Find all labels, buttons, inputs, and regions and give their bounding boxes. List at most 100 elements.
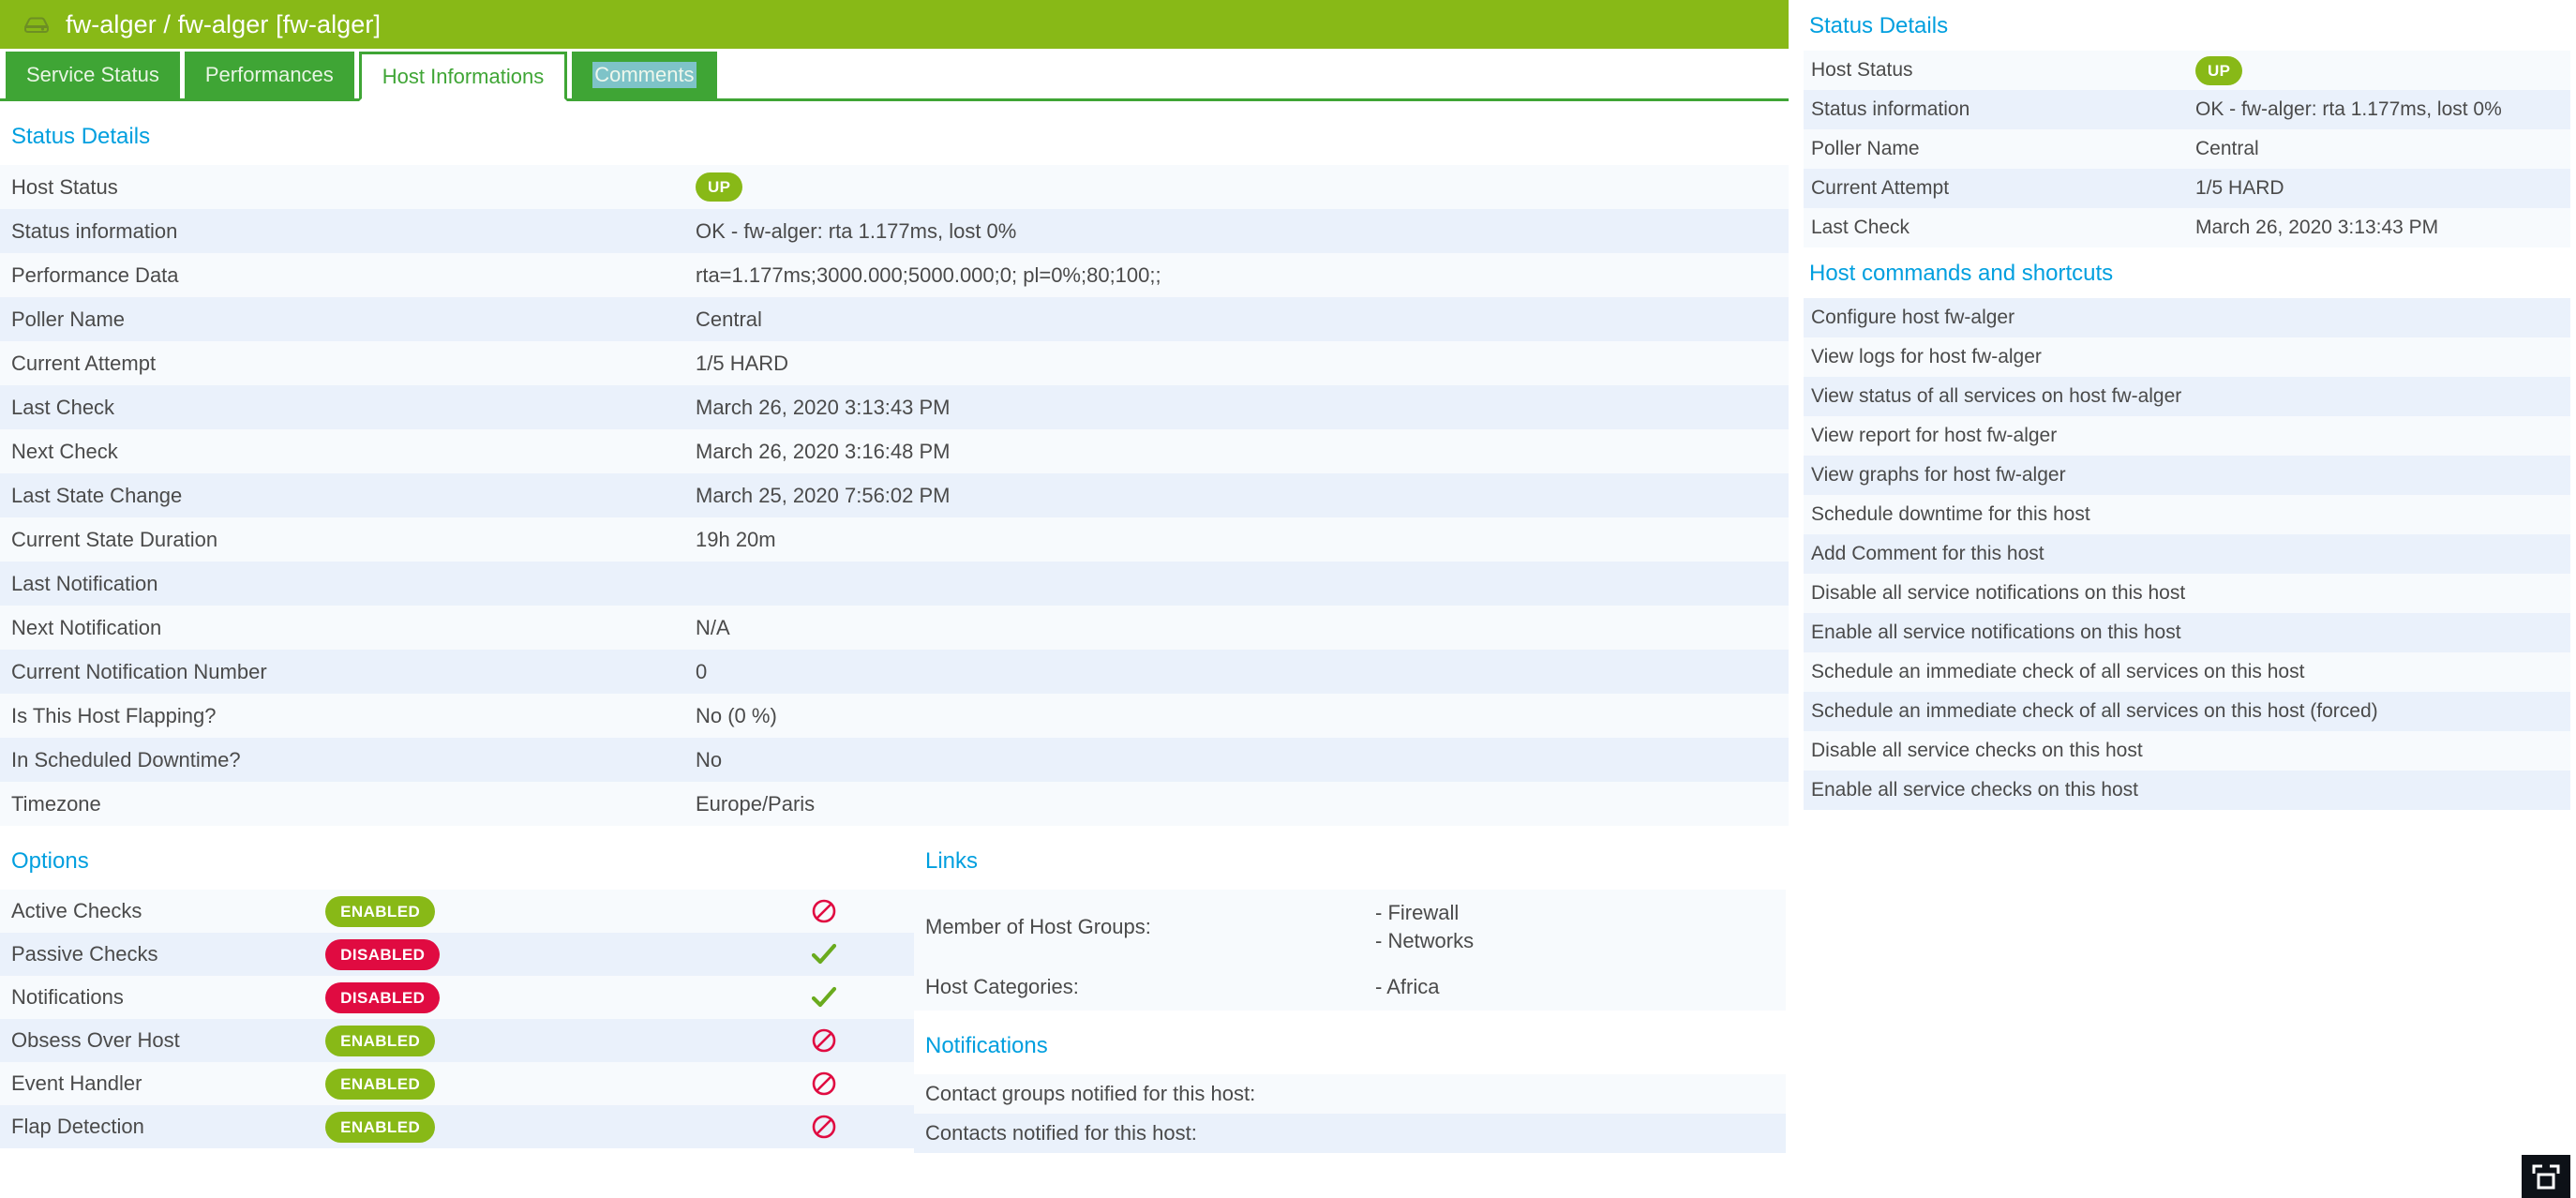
row-label: Performance Data — [11, 262, 179, 287]
table-row: Contact groups notified for this host: — [914, 1074, 1786, 1115]
command-enable-service-checks[interactable]: Enable all service checks on this host — [1811, 779, 2139, 801]
tab-label: Comments — [592, 62, 696, 88]
row-value: Central — [696, 307, 762, 331]
table-row: Notifications DISABLED — [0, 976, 914, 1019]
list-item[interactable]: Schedule an immediate check of all servi… — [1804, 652, 2570, 692]
command-view-logs[interactable]: View logs for host fw-alger — [1811, 346, 2042, 367]
table-row: Current Attempt 1/5 HARD — [1804, 169, 2570, 208]
ban-icon[interactable] — [811, 1071, 837, 1097]
status-details-table: Host Status UP Status information OK - f… — [0, 165, 1789, 826]
row-label: Contact groups notified for this host: — [925, 1082, 1256, 1106]
row-value: OK - fw-alger: rta 1.177ms, lost 0% — [696, 218, 1017, 243]
notifications-heading: Notifications — [925, 1033, 1048, 1059]
row-value: - Firewall - Networks — [1364, 890, 1786, 964]
command-disable-service-notifications[interactable]: Disable all service notifications on thi… — [1811, 582, 2186, 604]
list-item[interactable]: Enable all service checks on this host — [1804, 771, 2570, 810]
table-row: Status information OK - fw-alger: rta 1.… — [0, 209, 1789, 253]
row-label: Last State Change — [11, 483, 183, 507]
tab-bar: Service Status Performances Host Informa… — [0, 49, 1789, 101]
row-label: Current Attempt — [1811, 177, 1950, 199]
row-value: 1/5 HARD — [696, 351, 789, 375]
table-row: Host Status UP — [0, 165, 1789, 209]
ban-icon[interactable] — [811, 898, 837, 924]
row-value — [684, 562, 1789, 606]
command-enable-service-notifications[interactable]: Enable all service notifications on this… — [1811, 621, 2181, 643]
links-heading: Links — [925, 848, 979, 874]
row-value: March 25, 2020 7:56:02 PM — [696, 483, 951, 507]
status-badge: UP — [2195, 55, 2243, 85]
list-item[interactable]: Disable all service checks on this host — [1804, 731, 2570, 771]
table-row: Current Attempt 1/5 HARD — [0, 341, 1789, 385]
option-state: DISABLED — [314, 933, 724, 976]
row-value: UP — [684, 165, 1789, 209]
tab-host-informations[interactable]: Host Informations — [358, 52, 568, 101]
row-label: Current Notification Number — [11, 659, 267, 683]
option-label: Event Handler — [11, 1071, 142, 1095]
row-value: 1/5 HARD — [2195, 177, 2284, 199]
row-value: rta=1.177ms;3000.000;5000.000;0; pl=0%;8… — [696, 262, 1161, 287]
table-row: Status information OK - fw-alger: rta 1.… — [1804, 90, 2570, 129]
list-item[interactable]: Disable all service notifications on thi… — [1804, 574, 2570, 613]
row-label: Next Notification — [11, 615, 162, 639]
list-item[interactable]: Add Comment for this host — [1804, 534, 2570, 574]
option-label: Obsess Over Host — [11, 1028, 180, 1052]
command-schedule-immediate-check[interactable]: Schedule an immediate check of all servi… — [1811, 661, 2305, 682]
list-item[interactable]: View graphs for host fw-alger — [1804, 456, 2570, 495]
table-row: Last Check March 26, 2020 3:13:43 PM — [0, 385, 1789, 429]
notifications-table: Contact groups notified for this host: C… — [914, 1074, 1786, 1154]
links-table: Member of Host Groups: - Firewall - Netw… — [914, 890, 1786, 1011]
list-item[interactable]: View logs for host fw-alger — [1804, 337, 2570, 377]
check-icon[interactable] — [810, 984, 838, 1011]
command-view-services-status[interactable]: View status of all services on host fw-a… — [1811, 385, 2182, 407]
row-value: - Africa — [1364, 964, 1786, 1011]
status-badge: ENABLED — [325, 1025, 436, 1056]
command-schedule-immediate-check-forced[interactable]: Schedule an immediate check of all servi… — [1811, 700, 2378, 722]
tab-performances[interactable]: Performances — [184, 52, 354, 98]
table-row: Performance Data rta=1.177ms;3000.000;50… — [0, 253, 1789, 297]
table-row: Member of Host Groups: - Firewall - Netw… — [914, 890, 1786, 964]
check-icon[interactable] — [810, 941, 838, 967]
row-value: No — [696, 747, 723, 771]
main-content-column: fw-alger / fw-alger [fw-alger] Service S… — [0, 0, 1789, 1154]
option-action[interactable] — [724, 1019, 914, 1062]
tab-service-status[interactable]: Service Status — [6, 52, 180, 98]
option-action[interactable] — [724, 890, 914, 933]
list-item[interactable]: Enable all service notifications on this… — [1804, 613, 2570, 652]
table-row: Active Checks ENABLED — [0, 890, 914, 933]
option-action[interactable] — [724, 1105, 914, 1148]
command-view-graphs[interactable]: View graphs for host fw-alger — [1811, 464, 2066, 486]
list-item[interactable]: View report for host fw-alger — [1804, 416, 2570, 456]
command-disable-service-checks[interactable]: Disable all service checks on this host — [1811, 740, 2143, 761]
table-row: Last Notification — [0, 562, 1789, 606]
options-heading: Options — [11, 848, 89, 874]
list-item[interactable]: Configure host fw-alger — [1804, 298, 2570, 337]
table-row: Current Notification Number 0 — [0, 650, 1789, 694]
fullscreen-expand-icon[interactable] — [2522, 1155, 2570, 1198]
status-badge: ENABLED — [325, 1068, 436, 1100]
tab-comments[interactable]: Comments — [572, 52, 717, 98]
table-row: Obsess Over Host ENABLED — [0, 1019, 914, 1062]
list-item[interactable]: Schedule downtime for this host — [1804, 495, 2570, 534]
option-state: DISABLED — [314, 976, 724, 1019]
command-add-comment[interactable]: Add Comment for this host — [1811, 543, 2044, 564]
ban-icon[interactable] — [811, 1114, 837, 1140]
table-row: Next Notification N/A — [0, 606, 1789, 650]
command-configure-host[interactable]: Configure host fw-alger — [1811, 307, 2015, 328]
row-label: Is This Host Flapping? — [11, 703, 217, 727]
list-item[interactable]: View status of all services on host fw-a… — [1804, 377, 2570, 416]
row-value: 19h 20m — [696, 527, 776, 551]
table-row: Poller Name Central — [0, 297, 1789, 341]
table-row: In Scheduled Downtime? No — [0, 738, 1789, 782]
options-panel: Options Active Checks ENABLED — [0, 826, 914, 1148]
option-action[interactable] — [724, 1062, 914, 1105]
list-item[interactable]: Schedule an immediate check of all servi… — [1804, 692, 2570, 731]
status-badge: UP — [696, 172, 743, 202]
option-label: Notifications — [11, 985, 124, 1009]
status-badge: ENABLED — [325, 1111, 436, 1143]
option-action[interactable] — [724, 976, 914, 1019]
command-schedule-downtime[interactable]: Schedule downtime for this host — [1811, 503, 2090, 525]
row-value: N/A — [696, 615, 730, 639]
command-view-report[interactable]: View report for host fw-alger — [1811, 425, 2058, 446]
option-action[interactable] — [724, 933, 914, 976]
ban-icon[interactable] — [811, 1027, 837, 1054]
